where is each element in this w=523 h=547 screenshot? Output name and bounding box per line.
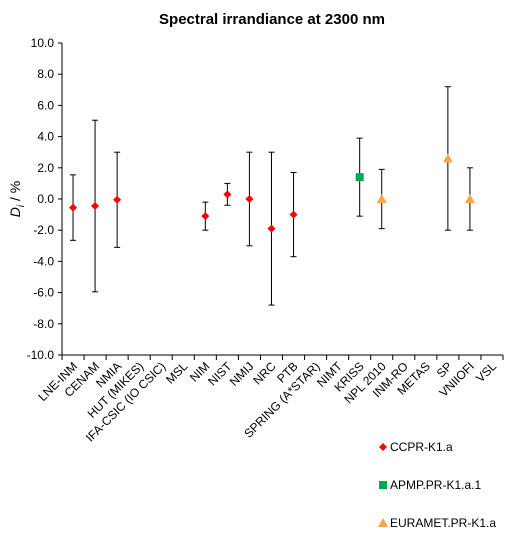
y-tick-label: 0.0 xyxy=(37,192,54,206)
point xyxy=(91,202,100,211)
y-tick-label: -2.0 xyxy=(33,223,54,237)
point xyxy=(355,173,364,182)
y-tick-label: -4.0 xyxy=(33,254,54,268)
y-tick-label: 8.0 xyxy=(37,67,54,81)
legend-marker xyxy=(379,481,387,489)
point xyxy=(376,194,387,203)
y-label-rest: / % xyxy=(7,181,23,205)
x-tick-label: NMIJ xyxy=(227,359,257,389)
x-tick-label: MSL xyxy=(163,359,191,387)
point xyxy=(464,194,475,203)
point xyxy=(245,195,254,203)
y-tick-label: -6.0 xyxy=(33,286,54,300)
point xyxy=(113,195,122,204)
y-tick-label: 4.0 xyxy=(37,130,54,144)
legend-label: EURAMET.PR-K1.a xyxy=(390,516,496,530)
y-axis-label: Di / % xyxy=(7,181,27,217)
x-tick-label: NRC xyxy=(250,359,279,388)
y-label-sub: i xyxy=(16,204,27,207)
y-tick-label: 2.0 xyxy=(37,161,54,175)
legend-marker xyxy=(379,443,387,451)
point xyxy=(267,224,276,233)
y-label-main: D xyxy=(7,207,23,217)
x-tick-label: VSL xyxy=(473,359,499,385)
point xyxy=(69,203,78,212)
y-tick-label: 10.0 xyxy=(31,36,55,50)
y-tick-label: 6.0 xyxy=(37,98,54,112)
legend-label: CCPR-K1.a xyxy=(390,440,453,454)
y-tick-label: -10.0 xyxy=(27,348,55,362)
point xyxy=(289,210,298,219)
chart-title: Spectral irrandiance at 2300 nm xyxy=(159,11,385,28)
y-tick-label: -8.0 xyxy=(33,317,54,331)
legend-label: APMP.PR-K1.a.1 xyxy=(390,478,481,492)
point xyxy=(223,190,232,199)
point xyxy=(201,212,210,221)
legend-marker xyxy=(378,518,388,527)
point xyxy=(442,153,453,163)
